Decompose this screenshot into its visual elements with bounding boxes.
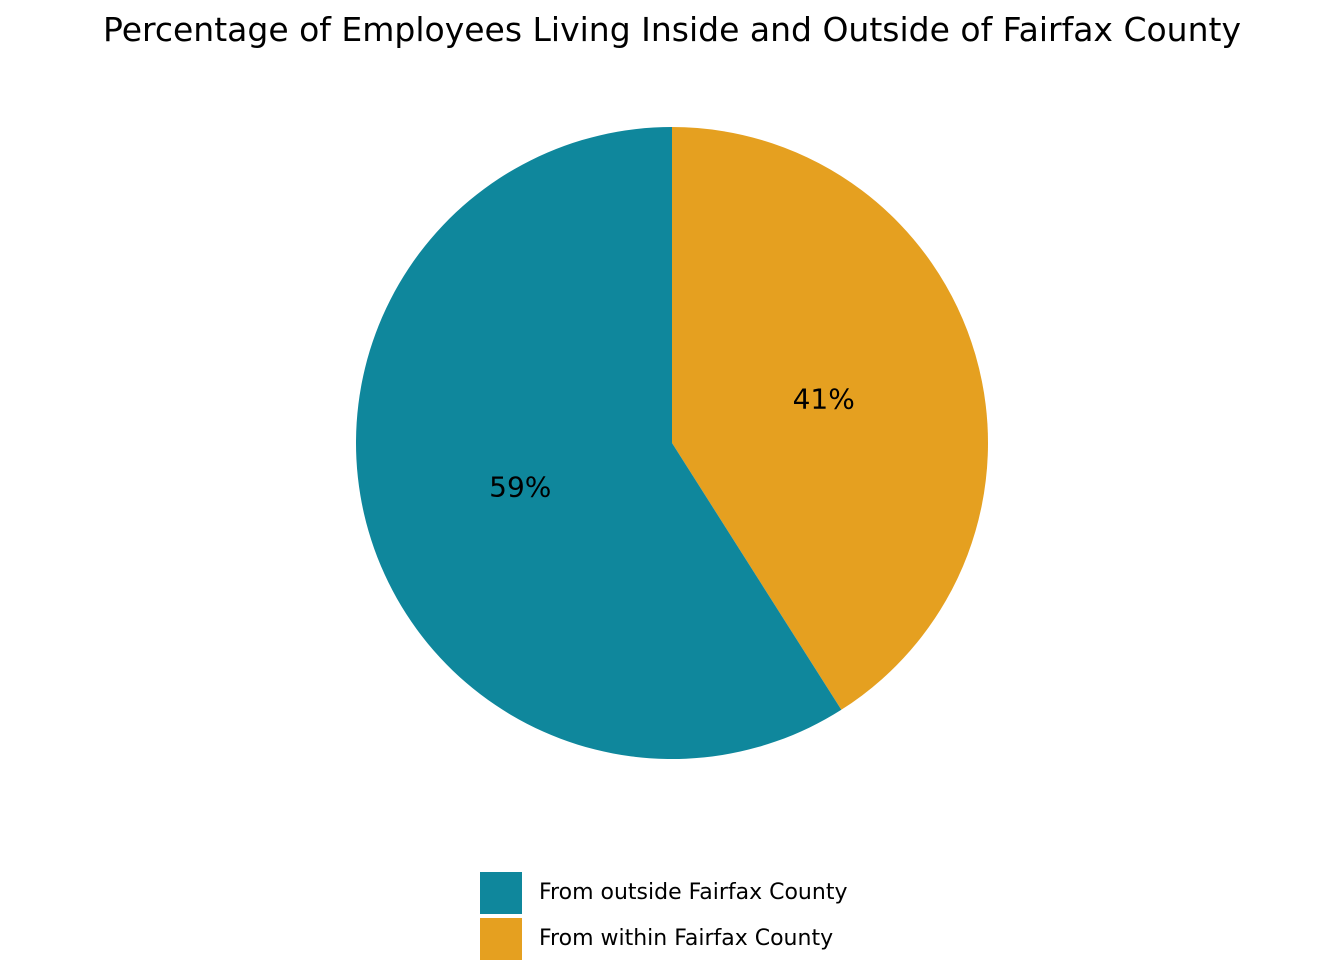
chart-title: Percentage of Employees Living Inside an… — [102, 10, 1241, 49]
legend-swatch-outside — [480, 872, 522, 914]
pie-label-within: 41% — [793, 382, 855, 415]
pie-chart: 41% 59% — [356, 127, 989, 759]
pie-label-outside: 59% — [489, 471, 551, 504]
pie-slice-outside — [356, 127, 842, 759]
legend-label-outside: From outside Fairfax County — [539, 880, 848, 905]
legend-label-within: From within Fairfax County — [539, 926, 834, 951]
legend-item-within: From within Fairfax County — [480, 916, 847, 960]
legend-swatch-within — [480, 918, 522, 960]
pie-slice-within — [672, 127, 989, 710]
chart-legend: From outside Fairfax County From within … — [480, 870, 847, 960]
legend-item-outside: From outside Fairfax County — [480, 870, 847, 916]
